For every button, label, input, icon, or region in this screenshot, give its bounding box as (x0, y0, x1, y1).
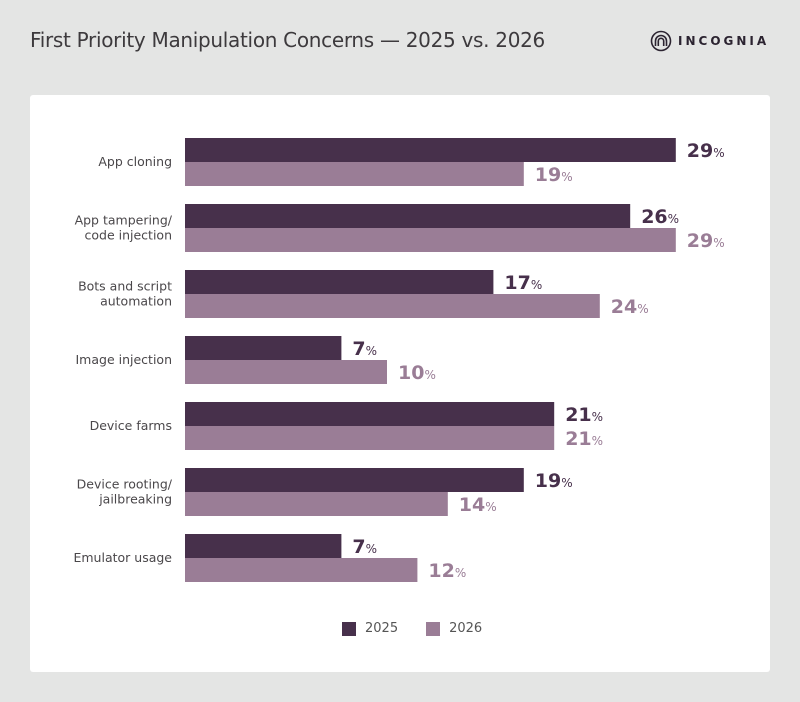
data-label-unit: % (366, 344, 377, 358)
category-label: Image injection (76, 352, 173, 367)
category-label: automation (100, 294, 172, 309)
data-label-value: 10 (398, 362, 424, 384)
data-label-unit: % (561, 476, 572, 490)
data-label-unit: % (366, 542, 377, 556)
data-label-unit: % (592, 434, 603, 448)
legend-swatch-2025 (342, 621, 356, 636)
data-label-2026: 10% (398, 362, 436, 384)
bar-2026 (185, 426, 555, 450)
data-label-value: 29 (687, 140, 713, 162)
category-label: App tampering/ (75, 213, 173, 228)
data-label-unit: % (485, 500, 496, 514)
category-label: App cloning (98, 154, 172, 169)
bar-2026 (185, 492, 448, 516)
data-label-2025: 26% (641, 206, 679, 228)
bar-2026 (185, 294, 600, 318)
data-label-value: 19 (535, 164, 561, 186)
legend-label-2025: 2025 (365, 621, 399, 636)
bar-2025 (185, 204, 631, 228)
incognia-logo: INCOGNIA (650, 30, 769, 52)
data-label-unit: % (668, 212, 679, 226)
data-label-unit: % (531, 278, 542, 292)
category-label: Bots and script (78, 279, 172, 294)
category-label: jailbreaking (98, 492, 172, 507)
data-label-unit: % (424, 368, 435, 382)
category-label: Device farms (90, 418, 172, 433)
data-label-value: 7 (352, 536, 365, 558)
legend-swatch-2026 (426, 621, 441, 636)
chart-card: App cloning 29% 19% App tampering/code inje… (30, 95, 770, 672)
data-label-2025: 19% (535, 470, 573, 492)
legend-label-2026: 2026 (449, 621, 483, 636)
data-label-2026: 24% (611, 296, 649, 318)
data-label-value: 7 (352, 338, 365, 360)
data-label-2025: 17% (504, 272, 542, 294)
data-label-unit: % (713, 236, 724, 250)
bar-2025 (185, 402, 555, 426)
data-label-unit: % (561, 170, 572, 184)
data-label-value: 26 (641, 206, 667, 228)
legend-item-2025: 2025 (342, 621, 398, 636)
data-label-value: 19 (535, 470, 561, 492)
data-label-2025: 7% (352, 338, 377, 360)
bar-2026 (185, 558, 418, 582)
data-label-value: 29 (687, 230, 713, 252)
data-label-unit: % (455, 566, 466, 580)
data-label-unit: % (592, 410, 603, 424)
data-label-value: 14 (459, 494, 485, 516)
chart-title: First Priority Manipulation Concerns — 2… (30, 28, 545, 52)
fingerprint-arc-icon (650, 30, 672, 52)
bar-2025 (185, 270, 494, 294)
data-label-2026: 12% (428, 560, 466, 582)
bar-2026 (185, 360, 387, 384)
data-label-value: 17 (504, 272, 530, 294)
bar-2025 (185, 138, 676, 162)
data-label-value: 21 (565, 404, 591, 426)
bar-2025 (185, 468, 524, 492)
data-label-value: 12 (428, 560, 454, 582)
data-label-2026: 19% (535, 164, 573, 186)
data-label-value: 24 (611, 296, 637, 318)
bar-2026 (185, 162, 524, 186)
category-label: Emulator usage (73, 550, 172, 565)
legend: 2025 2026 (342, 621, 510, 636)
data-label-2025: 21% (565, 404, 603, 426)
data-label-2025: 7% (352, 536, 377, 558)
category-label: Device rooting/ (77, 477, 173, 492)
logo-text: INCOGNIA (678, 34, 770, 48)
bar-2025 (185, 336, 342, 360)
data-label-unit: % (713, 146, 724, 160)
data-label-2026: 29% (687, 230, 725, 252)
bar-chart: App cloning 29%19%App tampering/code inje… (73, 138, 725, 582)
category-label: code injection (85, 228, 173, 243)
legend-item-2026: 2026 (426, 621, 482, 636)
bar-2025 (185, 534, 342, 558)
data-label-2026: 21% (565, 428, 603, 450)
data-label-value: 21 (565, 428, 591, 450)
data-label-2026: 14% (459, 494, 497, 516)
bar-2026 (185, 228, 676, 252)
data-label-unit: % (637, 302, 648, 316)
data-label-2025: 29% (687, 140, 725, 162)
